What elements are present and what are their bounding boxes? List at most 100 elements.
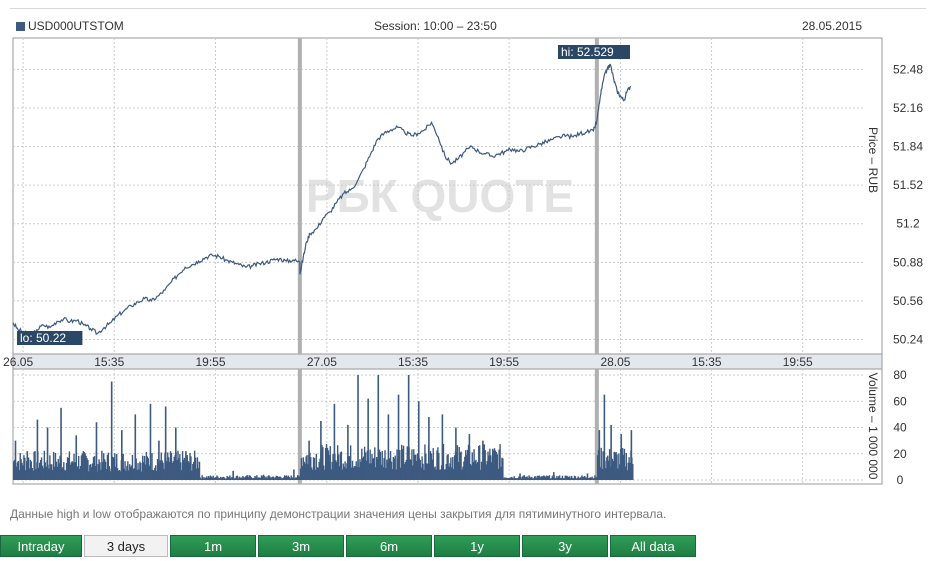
volume-bar [460,451,462,480]
volume-bar [375,467,377,480]
volume-bar [88,471,90,480]
volume-bar [554,477,556,480]
volume-bar [301,465,304,480]
volume-bar [160,452,162,480]
volume-bar [464,456,466,480]
volume-bar [277,476,279,480]
volume-bar [286,477,289,480]
volume-bar [550,478,552,480]
volume-bar [89,464,91,480]
volume-bar [234,478,237,480]
volume-spike [46,427,49,480]
volume-bar [252,477,254,480]
volume-bar [79,465,82,480]
volume-bar [295,477,297,480]
period-button-3y[interactable]: 3y [522,535,608,557]
volume-bar [486,460,488,480]
volume-bar [65,462,68,480]
volume-bar [143,456,146,480]
volume-bar [459,452,461,480]
volume-bar [138,469,140,480]
volume-bar [197,468,200,480]
volume-bar [23,455,25,480]
volume-bar [245,476,247,480]
volume-bar [271,476,274,480]
volume-bar [107,452,110,480]
volume-bar [35,469,37,480]
period-button-6m[interactable]: 6m [346,535,432,557]
volume-bar [579,477,581,480]
volume-bar [48,468,50,480]
volume-bar [498,449,500,480]
volume-bar [170,452,173,480]
volume-bar [156,458,159,480]
period-button-1m[interactable]: 1m [170,535,256,557]
period-button-3-days[interactable]: 3 days [84,535,168,557]
volume-bar [332,453,334,480]
period-button-all-data[interactable]: All data [610,535,696,557]
volume-bar [491,462,493,480]
volume-bar [162,462,164,480]
volume-bar [573,475,576,480]
volume-bar [180,470,183,480]
volume-bar [438,452,440,480]
volume-spike [455,427,457,480]
volume-bar [90,467,93,480]
volume-bar [574,476,577,480]
period-button-3m[interactable]: 3m [258,535,344,557]
volume-bar [383,458,385,480]
volume-bar [137,463,139,480]
volume-bar [18,470,20,480]
volume-bar [568,476,570,480]
volume-bar [506,477,508,480]
volume-bar [375,456,378,480]
volume-bar [618,453,620,480]
volume-bar [529,476,531,480]
volume-bar [533,476,536,480]
volume-bar [362,457,364,480]
volume-tick-label: 20 [893,447,907,461]
volume-spike [75,435,78,480]
volume-bar [445,464,447,480]
volume-spike [174,427,177,480]
volume-bar [287,475,290,480]
volume-bar [532,478,534,480]
volume-bar [208,477,211,480]
volume-spike [397,394,400,480]
volume-spike [198,461,201,480]
volume-bar [396,449,398,480]
volume-bar [499,444,501,480]
volume-bar [192,463,194,480]
volume-bar [267,476,269,480]
volume-bar [176,460,178,480]
volume-bar [63,462,65,480]
volume-bar [402,445,405,480]
volume-bar [531,476,533,480]
volume-bar [196,457,199,480]
volume-bar [497,468,499,480]
volume-bar [522,475,525,480]
volume-bar [545,477,547,480]
volume-bar [141,471,143,480]
volume-bar [258,477,261,480]
volume-bar [248,475,251,480]
period-button-1y[interactable]: 1y [434,535,520,557]
volume-bar [78,468,81,480]
lo-label-box [17,331,83,345]
volume-bar [297,475,300,480]
volume-bar [536,475,539,480]
volume-bar [538,475,540,480]
volume-bar [500,466,502,480]
volume-bar [595,477,597,480]
volume-bar [163,469,165,480]
volume-bar [283,475,286,480]
volume-bar [316,467,318,480]
volume-bar [294,478,296,480]
price-volume-chart: РБК QUOTE 52.48 52.16 51.84 51.52 51.2 50.88 50… [3,37,923,487]
time-tick-label: 15:35 [692,355,722,369]
volume-bar [601,468,603,480]
volume-bar [51,464,53,480]
volume-bar [575,478,578,480]
volume-bar [69,464,72,480]
period-button-intraday[interactable]: Intraday [0,535,82,557]
